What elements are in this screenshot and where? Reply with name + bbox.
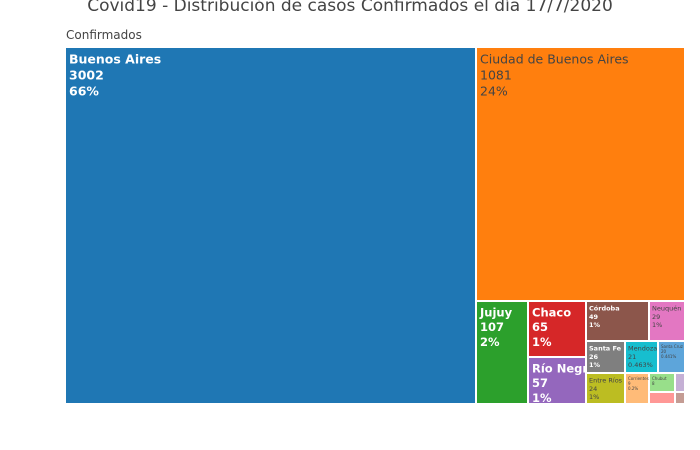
tile-percent: 24% (480, 84, 508, 99)
treemap-tile-la-rioja[interactable] (676, 374, 684, 391)
treemap-tile-rect (650, 393, 674, 403)
treemap-tile-rect (659, 342, 684, 372)
tile-label: Chubut (652, 376, 667, 381)
treemap-tile-rect (626, 342, 657, 372)
treemap-tile-rect (650, 302, 684, 340)
treemap-tile-salta[interactable] (676, 393, 684, 403)
tile-value: 24 (589, 385, 597, 393)
tile-percent: 66% (69, 84, 99, 99)
tile-value: 26 (589, 353, 599, 361)
treemap-tile-rect (587, 342, 624, 372)
chart-title: Covid19 - Distribución de casos Confirma… (87, 0, 613, 16)
tile-value: 57 (532, 376, 548, 390)
treemap-tile-rect (529, 358, 585, 403)
tile-label: Corrientes (628, 376, 649, 381)
tile-label: Río Negro (532, 362, 596, 376)
treemap-tile-rect (529, 302, 585, 356)
treemap-tile-rect (587, 302, 648, 340)
tile-percent: 0.441% (661, 354, 676, 359)
tile-percent: 0.2% (628, 386, 638, 391)
tile-label: Ciudad de Buenos Aires (480, 52, 629, 67)
tile-label: Neuquén (652, 305, 681, 313)
treemap-tile-rect (66, 48, 475, 403)
tile-percent: 0.463% (628, 361, 653, 369)
tile-percent: 1% (652, 321, 662, 329)
tile-label: Jujuy (479, 306, 513, 320)
tile-value: 8 (652, 381, 655, 386)
treemap-tile-rect (676, 374, 684, 391)
tile-value: 3002 (69, 68, 104, 83)
tile-value: 29 (652, 313, 660, 321)
tile-value: 65 (532, 320, 548, 334)
treemap-tile-rect (477, 302, 527, 403)
tile-value: 20 (661, 349, 667, 354)
treemap-tile-tucuman[interactable] (650, 393, 674, 403)
tile-label: Chaco (532, 306, 571, 320)
treemap-tile-rect (626, 374, 648, 403)
tile-percent: 1% (589, 321, 601, 329)
treemap-tile-rect (676, 393, 684, 403)
treemap-tile-rect (587, 374, 624, 403)
tile-value: 9 (628, 381, 631, 386)
treemap-tile-rect (650, 374, 674, 391)
tile-percent: 1% (532, 391, 552, 405)
tile-value: 1081 (480, 68, 512, 83)
tile-value: 107 (480, 320, 504, 334)
tile-percent: 1% (532, 335, 552, 349)
tile-percent: 1% (589, 361, 601, 369)
tile-label: Santa Cruz (661, 344, 683, 349)
tile-percent: 2% (480, 335, 500, 349)
tile-percent: 1% (589, 393, 599, 401)
treemap-root-label[interactable]: Confirmados (66, 28, 142, 42)
tile-label: Córdoba (589, 305, 620, 313)
tile-value: 49 (589, 313, 599, 321)
treemap-tile-rect (477, 48, 684, 300)
tile-label: Mendoza (628, 345, 657, 353)
tile-value: 21 (628, 353, 636, 361)
tile-label: Buenos Aires (69, 52, 161, 67)
tile-label: Entre Ríos (589, 377, 623, 385)
tile-label: Santa Fe (589, 345, 622, 353)
